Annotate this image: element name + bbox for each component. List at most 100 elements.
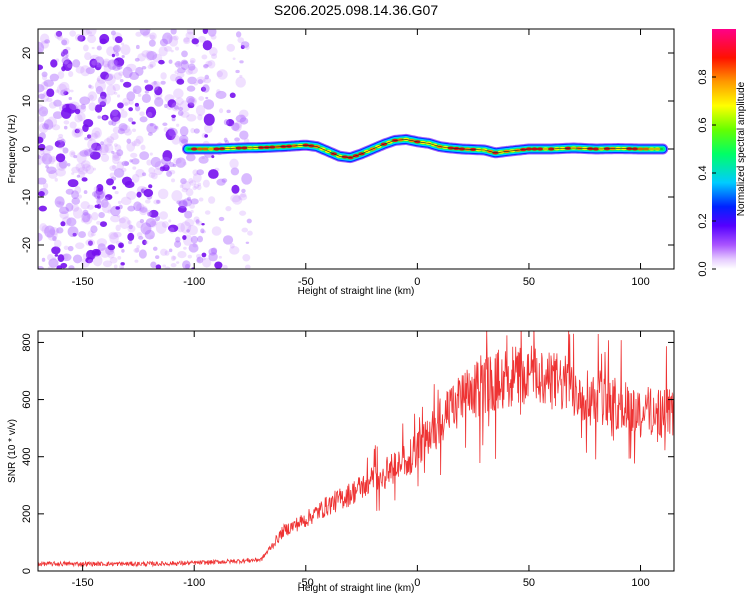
noise-blob — [126, 91, 136, 102]
noise-blobs — [38, 29, 253, 269]
noise-blob — [196, 76, 206, 84]
x-tick-label: 100 — [631, 577, 649, 589]
noise-blob — [135, 31, 142, 37]
ridge-center — [187, 139, 663, 158]
x-tick-label: -100 — [183, 276, 205, 288]
noise-blob — [244, 264, 251, 269]
noise-blob — [144, 90, 149, 94]
noise-blob — [98, 201, 105, 208]
noise-blob — [139, 207, 148, 213]
noise-blob — [186, 229, 190, 233]
snr-x-ticks: -150 -100 -50 0 50 100 — [72, 331, 650, 589]
noise-blob — [183, 36, 190, 43]
noise-blob — [94, 130, 100, 138]
noise-blob — [85, 165, 94, 175]
noise-blob — [196, 184, 202, 191]
noise-blob — [38, 122, 49, 134]
noise-blob — [115, 206, 120, 210]
noise-blob — [91, 46, 95, 50]
noise-blob — [72, 232, 77, 237]
noise-blob — [62, 147, 69, 154]
noise-blob — [121, 160, 130, 167]
noise-blob — [94, 204, 100, 208]
noise-blob — [135, 169, 145, 178]
noise-blob — [166, 170, 173, 177]
noise-blob — [203, 113, 215, 126]
noise-blob — [181, 180, 191, 191]
snr-y-label: SNR (10 * v/v) — [7, 419, 18, 483]
noise-blob — [218, 216, 225, 222]
noise-blob — [168, 219, 172, 223]
noise-blob — [229, 158, 239, 169]
x-tick-label: 50 — [523, 577, 535, 589]
noise-blob — [102, 58, 111, 68]
noise-blob — [82, 44, 89, 52]
noise-blob — [94, 250, 101, 256]
noise-blob — [221, 178, 228, 183]
noise-blob — [229, 92, 236, 99]
noise-blob — [38, 154, 41, 160]
noise-blob — [176, 123, 180, 127]
noise-blob — [226, 109, 231, 114]
noise-blob — [124, 180, 135, 189]
noise-blob — [89, 85, 94, 90]
noise-blob — [232, 195, 243, 205]
noise-blob — [235, 31, 242, 38]
noise-blob — [202, 84, 210, 93]
noise-blob — [176, 200, 182, 205]
noise-blob — [76, 174, 81, 178]
noise-blob — [114, 36, 123, 44]
noise-blob — [182, 235, 187, 240]
noise-blob — [94, 104, 103, 113]
noise-blob — [41, 71, 48, 78]
noise-blob — [191, 99, 197, 104]
noise-blob — [223, 119, 230, 126]
noise-blob — [74, 186, 82, 195]
noise-blob — [92, 167, 97, 171]
noise-blob — [159, 211, 169, 220]
noise-blob — [41, 110, 47, 115]
noise-blob — [232, 122, 242, 132]
noise-blob — [117, 102, 124, 109]
noise-blob — [142, 239, 147, 246]
noise-blob — [208, 196, 216, 204]
noise-blob — [121, 55, 125, 59]
noise-blob — [71, 172, 75, 175]
noise-blob — [63, 91, 69, 96]
y-tick-label: -10 — [21, 189, 33, 205]
noise-blob — [183, 161, 187, 166]
noise-blob — [56, 265, 63, 269]
noise-blob — [167, 224, 179, 233]
noise-blob — [71, 197, 81, 205]
noise-blob — [238, 109, 249, 119]
spectrogram-x-ticks: -150 -100 -50 0 50 100 — [72, 29, 650, 288]
noise-blob — [67, 226, 79, 238]
noise-blob — [75, 162, 86, 172]
noise-blob — [195, 219, 200, 224]
noise-blob — [61, 56, 70, 65]
noise-blob — [154, 125, 159, 130]
noise-blob — [38, 47, 42, 53]
noise-blob — [114, 144, 122, 152]
noise-blob — [171, 178, 176, 183]
figure-title: S206.2025.098.14.36.G07 — [274, 2, 438, 18]
spectrogram-x-label: Height of straight line (km) — [298, 286, 415, 297]
noise-blob — [210, 247, 218, 255]
noise-blob — [193, 128, 200, 134]
noise-blob — [112, 152, 120, 159]
noise-blob — [147, 132, 153, 136]
noise-blob — [127, 220, 132, 225]
noise-blob — [67, 245, 74, 252]
noise-blob — [190, 235, 199, 244]
snr-panel: -150 -100 -50 0 50 100 0 200 400 600 800 Height o… — [7, 330, 675, 594]
noise-blob — [207, 59, 216, 69]
noise-blob — [41, 153, 53, 165]
noise-blob — [80, 65, 91, 77]
noise-blob — [60, 262, 68, 269]
noise-blob — [127, 205, 136, 212]
noise-blob — [188, 96, 197, 106]
noise-blob — [168, 59, 173, 64]
noise-blob — [139, 111, 145, 117]
x-tick-label: -150 — [72, 276, 94, 288]
noise-blob — [140, 144, 146, 151]
